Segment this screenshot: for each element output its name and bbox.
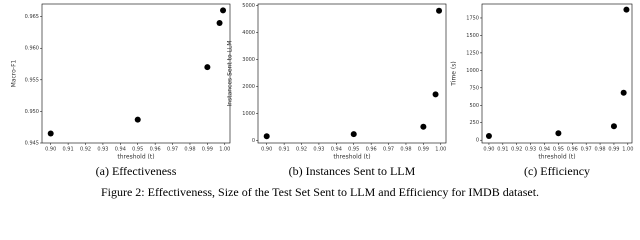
x-tick-label: 0.99 [418,147,429,153]
x-tick-label: 0.95 [553,147,564,153]
y-axis-label: Time (s) [451,61,458,86]
panel-caption: (c) Efficiency [524,164,590,178]
point [610,123,617,130]
x-tick-label: 1.00 [219,147,230,153]
point [220,7,227,14]
x-tick-label: 0.90 [45,147,56,153]
y-tick-label: 500 [469,103,479,109]
point [134,116,141,123]
x-tick-label: 1.00 [435,147,446,153]
y-axis-label: Macro-F1 [11,59,18,87]
x-tick-label: 0.94 [331,147,342,153]
y-tick-label: 3000 [242,57,255,63]
x-tick-label: 0.93 [525,147,536,153]
point [555,130,562,137]
figure: Figure 2: Effectiveness, Size of the Tes… [11,3,634,199]
point [350,131,357,138]
point [263,133,270,140]
x-tick-label: 0.95 [132,147,143,153]
y-tick-label: 5000 [242,3,255,9]
x-tick-label: 0.93 [313,147,324,153]
point [620,89,627,96]
y-tick-label: 0.945 [25,141,39,147]
point [420,123,427,130]
x-tick-label: 0.90 [261,147,272,153]
x-tick-label: 0.97 [581,147,592,153]
y-tick-label: 1750 [466,15,479,21]
y-tick-label: 250 [469,120,479,126]
x-tick-label: 0.97 [167,147,178,153]
x-tick-label: 0.97 [383,147,394,153]
x-tick-label: 0.98 [594,147,605,153]
y-tick-label: 1250 [466,50,479,56]
x-tick-label: 0.99 [202,147,213,153]
x-tick-label: 0.98 [184,147,195,153]
y-tick-label: 0.965 [25,14,39,20]
x-tick-label: 0.94 [115,147,126,153]
x-tick-label: 0.92 [511,147,522,153]
y-axis-label: Instances Sent to LLM [227,41,234,107]
y-tick-label: 1000 [466,68,479,74]
panel-caption: (a) Effectiveness [96,164,177,178]
y-tick-label: 750 [469,85,479,91]
figure-caption: Figure 2: Effectiveness, Size of the Tes… [101,185,539,199]
y-tick-label: 2000 [242,84,255,90]
point [623,6,630,13]
x-tick-label: 0.92 [80,147,91,153]
x-tick-label: 0.96 [366,147,377,153]
y-tick-label: 1000 [242,111,255,117]
x-tick-label: 0.91 [63,147,74,153]
x-tick-label: 0.92 [296,147,307,153]
plot-frame [41,3,231,144]
plot-frame [257,3,447,144]
x-tick-label: 0.93 [97,147,108,153]
page: {"chart_data": [ {"type": "scatter", "ca… [10,2,634,199]
y-tick-label: 0.950 [25,109,39,115]
point [204,64,211,71]
y-tick-label: 1500 [466,33,479,39]
point [485,133,492,140]
y-tick-label: 0.960 [25,46,39,52]
panel-caption: (b) Instances Sent to LLM [289,164,416,178]
point [432,91,439,98]
point [436,7,443,14]
y-tick-label: 0 [476,138,479,144]
x-tick-label: 0.91 [497,147,508,153]
point [47,130,54,137]
y-tick-label: 0 [252,138,255,144]
x-tick-label: 0.90 [483,147,494,153]
x-tick-label: 0.94 [539,147,550,153]
x-tick-label: 0.96 [567,147,578,153]
x-axis-label: threshold (t) [333,154,370,161]
x-tick-label: 0.95 [348,147,359,153]
x-tick-label: 0.91 [279,147,290,153]
x-axis-label: threshold (t) [538,154,575,161]
y-tick-label: 4000 [242,30,255,36]
y-tick-label: 0.955 [25,77,39,83]
plot-frame [481,3,633,144]
x-axis-label: threshold (t) [117,154,154,161]
x-tick-label: 0.96 [150,147,161,153]
x-tick-label: 0.99 [608,147,619,153]
point [216,19,223,26]
x-tick-label: 0.98 [400,147,411,153]
x-tick-label: 1.00 [622,147,633,153]
